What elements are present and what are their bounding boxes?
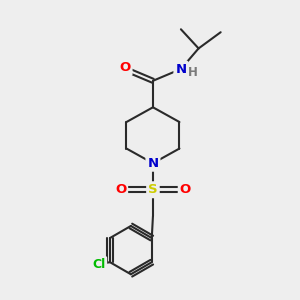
- Text: N: N: [176, 62, 187, 76]
- Text: S: S: [148, 183, 158, 196]
- Text: H: H: [188, 66, 198, 79]
- Text: O: O: [115, 183, 126, 196]
- Text: O: O: [119, 61, 130, 74]
- Text: Cl: Cl: [92, 258, 105, 271]
- Text: N: N: [147, 157, 158, 170]
- Text: O: O: [180, 183, 191, 196]
